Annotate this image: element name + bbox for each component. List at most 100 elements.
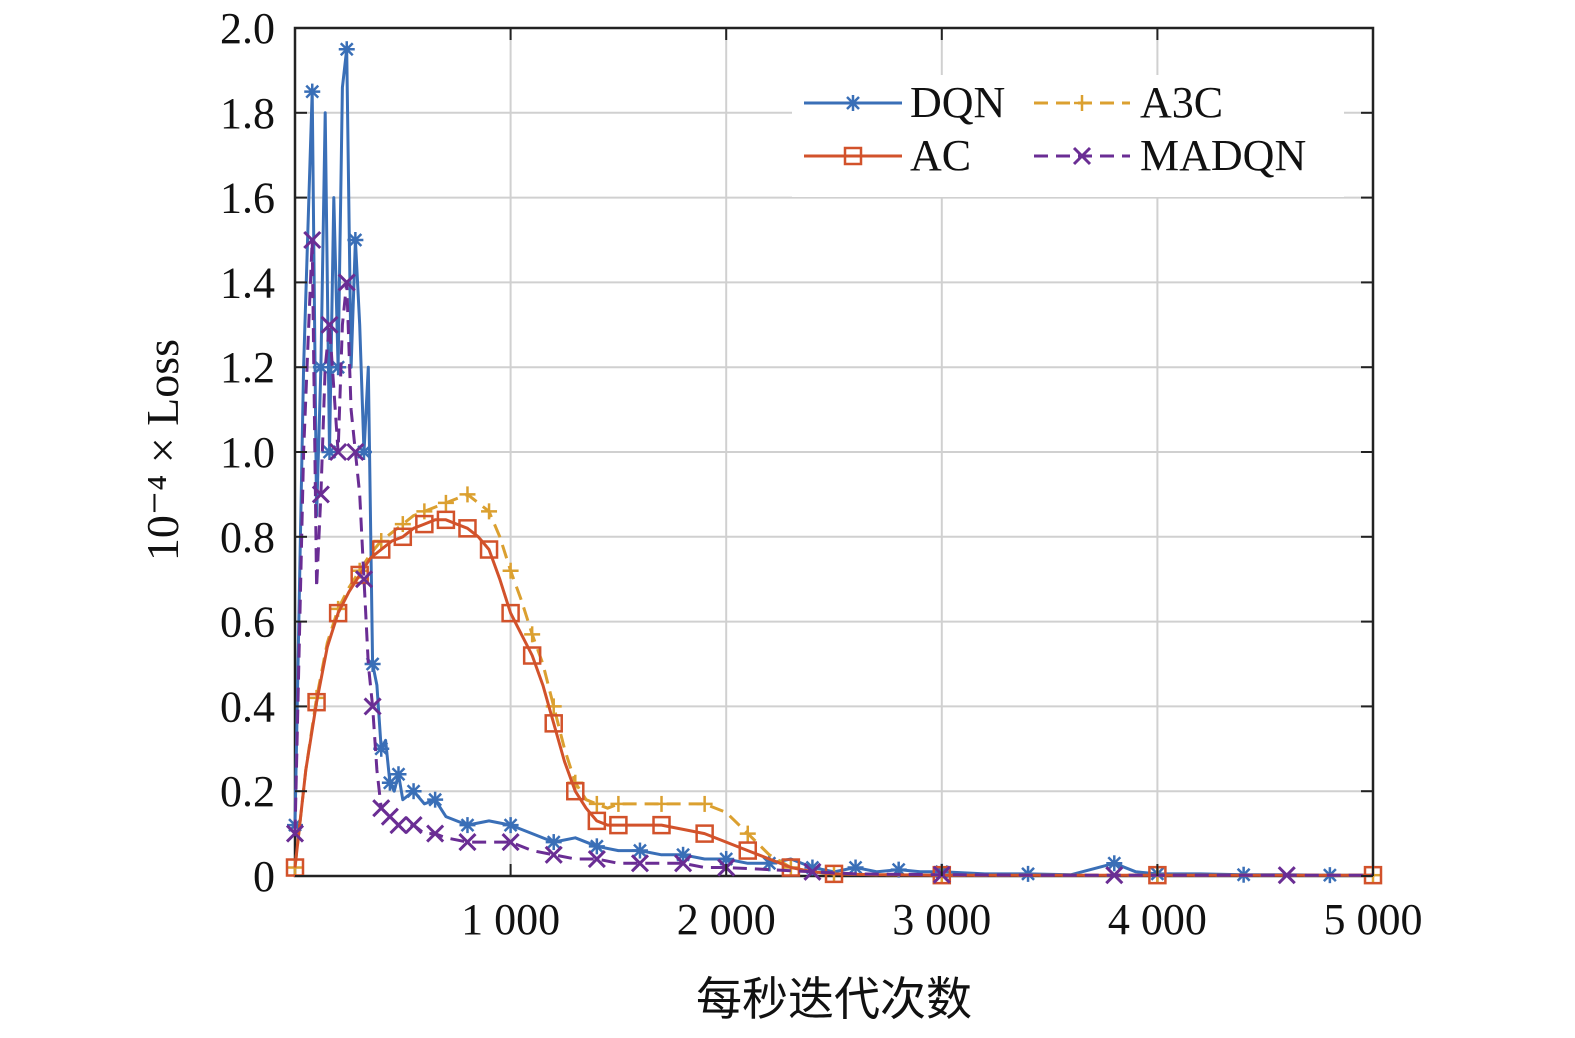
data-point-madqn [803,862,822,881]
data-point-a3c [437,494,454,511]
data-point-a3c [459,486,476,503]
data-point-madqn [404,816,423,835]
data-point-dqn [545,834,562,851]
data-point-dqn [427,791,444,808]
data-point-madqn [630,854,650,873]
legend-label-madqn: MADQN [1140,131,1306,180]
legend-label-ac: AC [910,131,971,180]
data-point-madqn [389,816,408,835]
data-point-madqn [285,824,305,843]
y-tick-label: 1.6 [220,174,275,223]
x-tick-label: 4 000 [1108,895,1207,944]
legend-label-dqn: DQN [910,78,1005,127]
y-tick-label: 1.0 [220,428,275,477]
data-point-ac [501,603,520,623]
data-point-dqn [675,846,692,863]
y-tick-label: 0.8 [220,513,275,562]
data-point-madqn [311,485,330,504]
legend-item-madqn: MADQN [1034,131,1306,180]
data-point-a3c [588,795,605,812]
x-tick-label: 2 000 [677,895,776,944]
data-point-a3c [610,795,627,812]
legend: DQN A3C AC MADQN [792,75,1344,197]
data-point-madqn [303,230,322,250]
data-point-a3c [696,795,713,812]
data-point-dqn [588,838,605,855]
data-point-madqn [329,442,348,462]
x-tick-label: 1 000 [461,895,560,944]
legend-item-ac: AC [804,131,971,180]
legend-marker-a3c [1074,95,1090,111]
data-point-madqn [544,845,563,864]
legend-box [792,75,1344,197]
data-point-dqn [347,232,364,248]
data-point-madqn [426,824,445,843]
data-point-madqn [587,849,606,869]
series-madqn [285,230,1373,885]
legend-label-a3c: A3C [1140,78,1223,127]
tick-labels: 1 000 2 000 3 000 4 000 5 000 0 0.2 0.4 0.6 0.8 1.… [220,4,1423,944]
data-point-ac [436,510,456,530]
data-point-ac [544,714,563,733]
data-point-dqn [321,444,338,460]
data-point-ac [307,692,326,712]
data-point-ac [415,514,434,534]
y-tick-label: 0.4 [220,682,275,731]
y-tick-label: 1.4 [220,258,275,307]
data-point-ac [566,781,585,801]
legend-marker-ac [843,146,863,166]
legend-marker-madqn [1072,146,1092,166]
x-tick-label: 5 000 [1324,895,1423,944]
legend-item-dqn: DQN [804,78,1005,127]
data-point-ac [609,815,628,835]
x-axis-title: 每秒迭代次数 [696,974,972,1025]
data-point-dqn [355,444,372,460]
data-point-ac [738,841,758,860]
data-point-dqn [459,817,476,834]
data-point-dqn [631,842,648,859]
data-point-madqn [501,833,520,852]
y-tick-label: 0.2 [220,767,275,816]
data-point-ac [479,540,499,559]
data-point-madqn [674,854,693,873]
data-point-madqn [337,273,356,292]
legend-item-a3c: A3C [1034,78,1223,127]
y-axis-title: 10⁻⁴ × Loss [137,339,188,561]
y-tick-label: 2.0 [220,4,275,53]
data-point-dqn [1106,855,1123,872]
data-point-ac [652,815,671,835]
axis-ticks [295,27,1374,877]
data-point-ac [587,811,607,831]
data-point-ac [371,540,391,559]
data-point-madqn [354,570,374,589]
y-tick-label: 1.8 [220,89,275,138]
data-point-madqn [458,833,477,852]
data-point-madqn [363,697,382,716]
data-point-madqn [346,442,365,462]
y-tick-label: 0.6 [220,598,275,647]
data-point-dqn [405,783,422,800]
data-point-ac [393,527,413,547]
data-point-madqn [1277,866,1296,885]
data-point-ac [328,603,348,623]
data-point-a3c [653,795,670,812]
data-point-a3c [481,503,498,520]
legend-marker-dqn [845,95,861,111]
data-point-a3c [502,562,519,579]
data-point-madqn [320,315,339,334]
data-point-madqn [1105,866,1124,885]
y-tick-label: 1.2 [220,343,275,392]
data-point-dqn [390,766,407,783]
data-point-ac [522,646,542,665]
data-point-ac [695,824,714,843]
data-point-dqn [338,41,355,58]
y-tick-label: 0 [253,852,275,901]
data-point-a3c [524,626,541,643]
data-point-ac [781,858,801,877]
x-tick-label: 3 000 [892,895,991,944]
series-layer [285,41,1383,885]
data-point-ac [458,519,477,538]
data-point-a3c [739,825,756,842]
data-point-dqn [304,83,321,100]
